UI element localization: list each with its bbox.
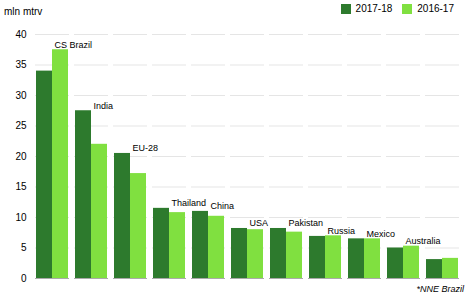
svg-text:15: 15 bbox=[15, 181, 27, 192]
svg-text:EU-28: EU-28 bbox=[133, 143, 159, 153]
svg-text:Pakistan: Pakistan bbox=[289, 218, 324, 228]
html-text:mln mtrv: mln mtrv bbox=[4, 5, 43, 17]
svg-text:China: China bbox=[211, 201, 235, 211]
svg-text:USA: USA bbox=[250, 218, 269, 228]
svg-text:25: 25 bbox=[15, 120, 27, 131]
svg-text:Australia: Australia bbox=[406, 236, 441, 246]
svg-text:Mexico: Mexico bbox=[367, 229, 396, 239]
svg-text:0: 0 bbox=[21, 273, 27, 284]
html-text:2016-17: 2016-17 bbox=[417, 3, 454, 14]
svg-text:30: 30 bbox=[15, 90, 27, 101]
svg-text:35: 35 bbox=[15, 59, 27, 70]
svg-text:CS Brazil: CS Brazil bbox=[55, 40, 93, 50]
html-text:2017-18: 2017-18 bbox=[355, 3, 393, 14]
svg-text:Thailand: Thailand bbox=[172, 198, 207, 208]
svg-text:40: 40 bbox=[15, 29, 27, 40]
svg-text:Russia: Russia bbox=[328, 226, 356, 236]
svg-text:India: India bbox=[94, 101, 114, 111]
svg-text:10: 10 bbox=[15, 212, 27, 223]
svg-text:5: 5 bbox=[21, 242, 27, 253]
html-text:*NNE Brazil: *NNE Brazil bbox=[416, 284, 464, 294]
svg-text:20: 20 bbox=[15, 151, 27, 162]
